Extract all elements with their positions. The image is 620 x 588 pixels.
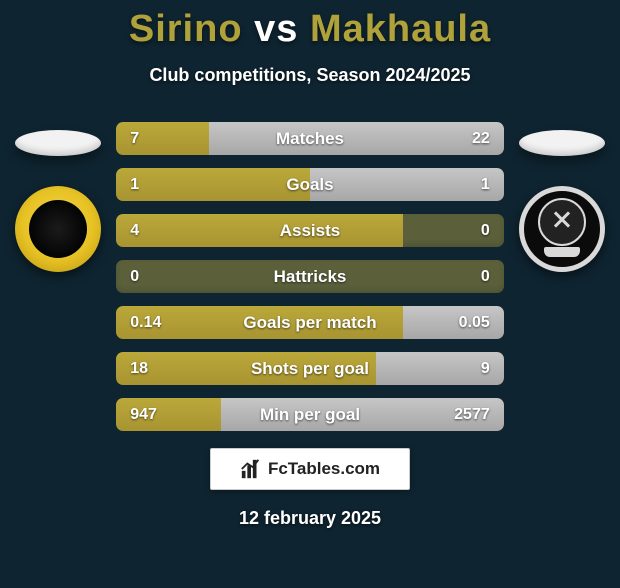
stat-value-right: 2577 xyxy=(454,406,490,424)
stat-label: Goals per match xyxy=(116,313,504,333)
club-badge-left xyxy=(15,186,101,272)
stat-label: Assists xyxy=(116,221,504,241)
flag-placeholder-left xyxy=(15,130,101,156)
stat-value-right: 0 xyxy=(481,222,490,240)
stat-value-right: 22 xyxy=(472,130,490,148)
stat-label: Goals xyxy=(116,175,504,195)
stat-label: Hattricks xyxy=(116,267,504,287)
club-badge-right xyxy=(519,186,605,272)
subtitle: Club competitions, Season 2024/2025 xyxy=(0,65,620,86)
stat-row: 4Assists0 xyxy=(116,214,504,247)
player-left-name: Sirino xyxy=(129,8,243,50)
brand-text: FcTables.com xyxy=(268,459,380,479)
content-area: 7Matches221Goals14Assists00Hattricks00.1… xyxy=(0,118,620,435)
title-vs: vs xyxy=(254,8,298,50)
stat-value-right: 0 xyxy=(481,268,490,286)
stat-row: 947Min per goal2577 xyxy=(116,398,504,431)
stat-value-right: 0.05 xyxy=(459,314,490,332)
flag-placeholder-right xyxy=(519,130,605,156)
stat-row: 18Shots per goal9 xyxy=(116,352,504,385)
stat-row: 7Matches22 xyxy=(116,122,504,155)
stat-label: Shots per goal xyxy=(116,359,504,379)
comparison-title: Sirino vs Makhaula xyxy=(0,8,620,51)
stat-row: 0.14Goals per match0.05 xyxy=(116,306,504,339)
stat-value-right: 9 xyxy=(481,360,490,378)
stat-label: Min per goal xyxy=(116,405,504,425)
player-right-name: Makhaula xyxy=(310,8,491,50)
stat-row: 0Hattricks0 xyxy=(116,260,504,293)
date-label: 12 february 2025 xyxy=(0,508,620,529)
pirates-cross-icon xyxy=(552,209,572,229)
stat-value-right: 1 xyxy=(481,176,490,194)
bar-chart-icon xyxy=(240,458,262,480)
left-player-column xyxy=(0,118,116,272)
stat-label: Matches xyxy=(116,129,504,149)
brand-attribution[interactable]: FcTables.com xyxy=(210,448,410,490)
right-player-column xyxy=(504,118,620,272)
stats-list: 7Matches221Goals14Assists00Hattricks00.1… xyxy=(116,118,504,435)
stat-row: 1Goals1 xyxy=(116,168,504,201)
